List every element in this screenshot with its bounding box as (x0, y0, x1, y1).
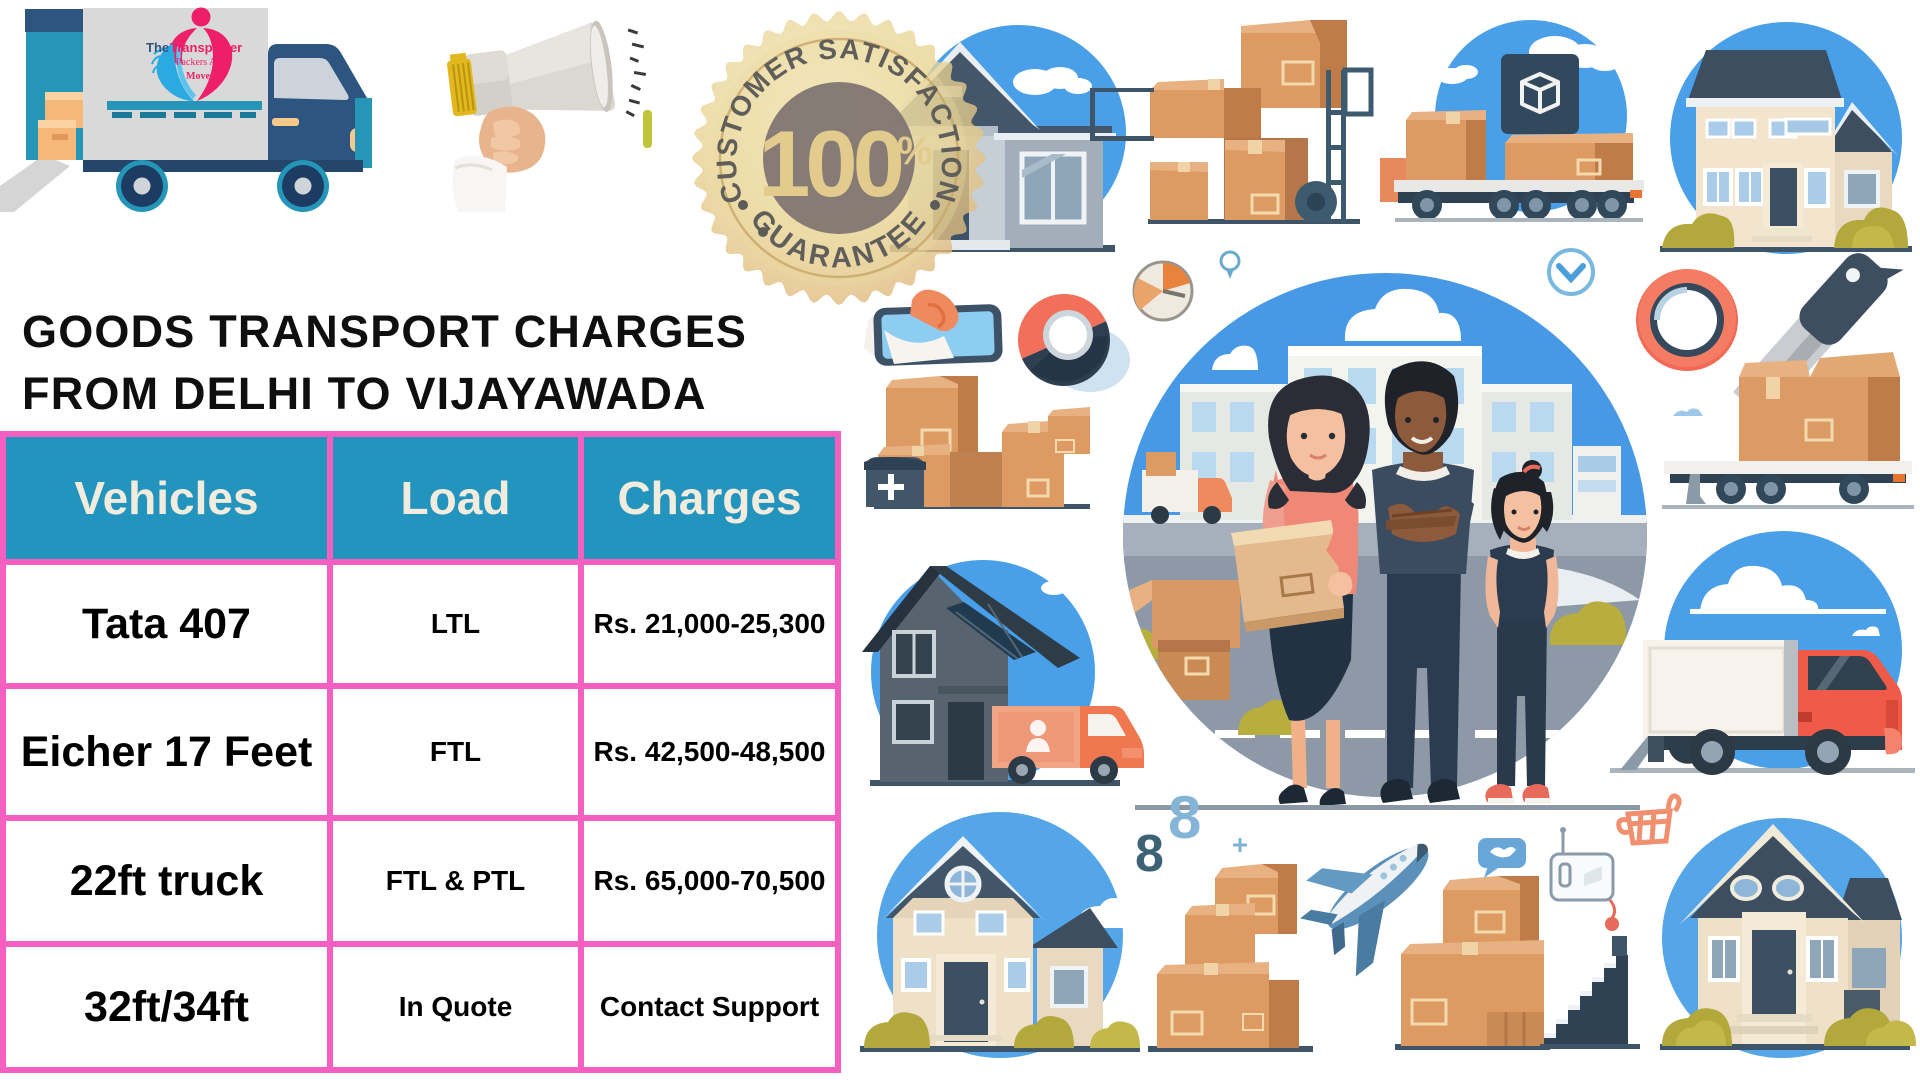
svg-text:Packers And: Packers And (176, 57, 226, 68)
svg-text:100: 100 (758, 111, 902, 216)
svg-text:8: 8 (1168, 784, 1201, 851)
svg-text:Transporter: Transporter (170, 40, 242, 55)
svg-text:%: % (897, 129, 933, 173)
svg-text:Movers: Movers (186, 71, 218, 82)
svg-text:The: The (146, 40, 169, 55)
svg-text:8: 8 (1135, 825, 1164, 883)
